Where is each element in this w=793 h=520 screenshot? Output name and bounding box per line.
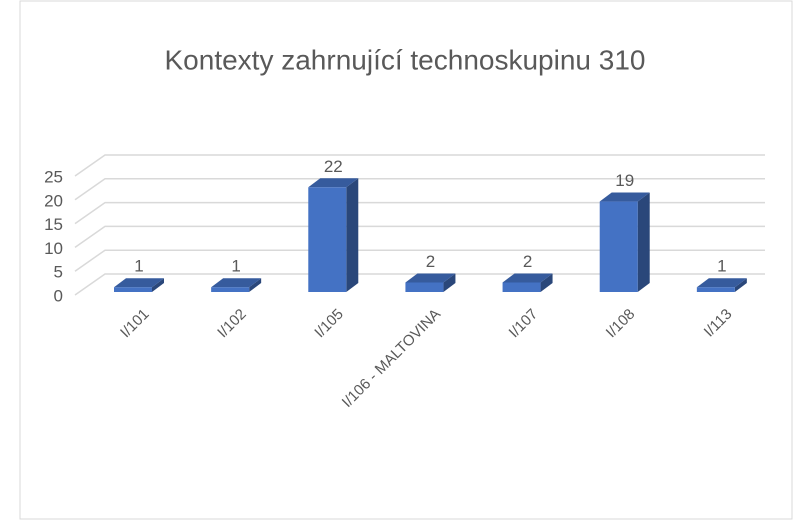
y-tick-label: 20	[44, 191, 63, 210]
value-label: 2	[426, 252, 435, 271]
y-tick-label: 5	[54, 263, 63, 282]
bar	[211, 287, 250, 292]
bar-side	[734, 278, 747, 292]
bar-top	[114, 278, 164, 288]
bar-top	[599, 192, 650, 202]
bar-top	[405, 273, 456, 283]
bar-side	[637, 192, 650, 292]
bar	[308, 187, 347, 292]
y-tick-label: 25	[44, 167, 63, 186]
value-label: 1	[717, 257, 726, 276]
y-tick-label: 15	[44, 215, 63, 234]
bar-side	[540, 273, 553, 292]
y-tick-label: 10	[44, 239, 63, 258]
grid-line	[74, 249, 765, 272]
chart-frame	[19, 0, 793, 520]
y-tick-label: 0	[54, 286, 63, 305]
value-label: 22	[324, 157, 343, 176]
bar	[114, 287, 152, 292]
grid-line	[74, 154, 765, 177]
value-label: 1	[134, 257, 143, 276]
bar	[696, 287, 735, 292]
grid-line	[74, 178, 765, 201]
bar-side	[443, 273, 456, 292]
grid-line	[74, 225, 765, 249]
bar-side	[249, 278, 262, 292]
bar-top	[502, 273, 553, 283]
bar-top	[308, 178, 359, 188]
value-label: 1	[231, 257, 240, 276]
bar	[599, 201, 638, 292]
bar-top	[211, 278, 262, 288]
bar-top	[696, 278, 747, 288]
value-label: 19	[615, 171, 634, 190]
grid-line	[74, 201, 765, 225]
bar	[502, 282, 541, 292]
bar-side	[346, 178, 359, 292]
bar	[405, 282, 444, 292]
chart-title: Kontexty zahrnující technoskupinu 310	[165, 44, 646, 75]
value-label: 2	[523, 252, 532, 271]
bar-side	[152, 278, 164, 292]
